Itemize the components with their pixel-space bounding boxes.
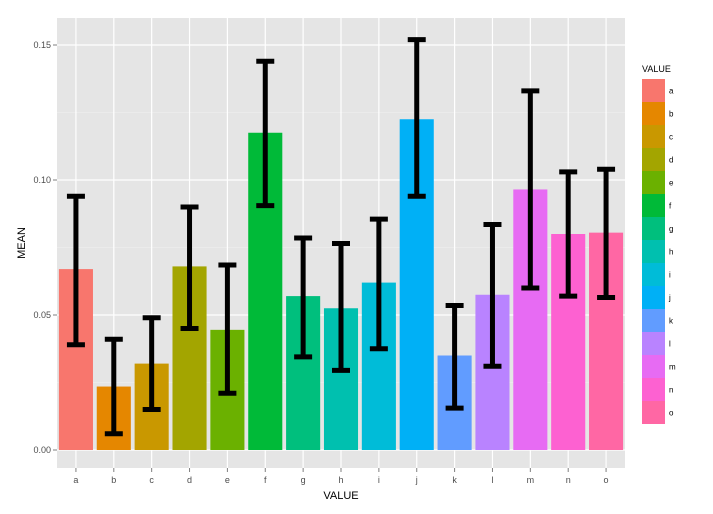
x-axis-title: VALUE [323, 490, 358, 502]
error-bar-k [445, 303, 464, 411]
legend-label-f: f [669, 202, 672, 211]
legend-key-k [642, 309, 665, 332]
error-bar-c [142, 315, 161, 412]
x-tick-label-f: f [264, 475, 267, 485]
error-bar-e [218, 262, 237, 396]
error-bar-l [483, 222, 502, 369]
legend-key-j [642, 286, 665, 309]
legend-label-i: i [669, 271, 671, 280]
legend-key-i [642, 263, 665, 286]
x-tick-label-d: d [187, 475, 192, 485]
error-bar-o [597, 166, 616, 300]
legend-title: VALUE [642, 64, 671, 74]
legend-key-h [642, 240, 665, 263]
legend-key-c [642, 125, 665, 148]
legend-label-g: g [669, 225, 673, 234]
y-axis-title: MEAN [16, 227, 28, 259]
x-tick-label-m: m [527, 475, 535, 485]
legend-key-l [642, 332, 665, 355]
y-tick-label: 0.10 [33, 175, 51, 185]
error-bar-d [180, 204, 199, 331]
error-bar-b [104, 336, 123, 437]
x-tick-label-i: i [378, 475, 380, 485]
legend-label-m: m [669, 363, 676, 372]
x-tick-label-c: c [149, 475, 154, 485]
x-tick-label-j: j [415, 475, 418, 485]
legend-label-e: e [669, 179, 674, 188]
legend-key-a [642, 79, 665, 102]
x-tick-label-o: o [604, 475, 609, 485]
error-bar-a [66, 193, 85, 348]
x-axis: a b c d e f g h i j k l m n o [73, 468, 609, 485]
x-tick-label-g: g [301, 475, 306, 485]
y-tick-label: 0.15 [33, 40, 51, 50]
y-tick-label: 0.05 [33, 310, 51, 320]
legend-key-f [642, 194, 665, 217]
legend-key-g [642, 217, 665, 240]
error-bar-m [521, 88, 540, 291]
legend-label-k: k [669, 317, 674, 326]
error-bar-j [407, 37, 426, 199]
error-bar-f [256, 58, 275, 209]
error-bar-n [559, 169, 578, 299]
legend-label-a: a [669, 87, 674, 96]
error-bar-i [369, 216, 388, 352]
legend-key-o [642, 401, 665, 424]
error-bars [66, 37, 616, 437]
x-tick-label-l: l [491, 475, 493, 485]
error-bar-h [332, 240, 350, 373]
legend-label-h: h [669, 248, 673, 257]
legend: VALUE a b c d e f g h i j k l m n o [642, 64, 676, 424]
legend-label-d: d [669, 156, 673, 165]
legend-key-e [642, 171, 665, 194]
legend-label-l: l [669, 340, 671, 349]
x-tick-label-k: k [452, 475, 457, 485]
x-tick-label-b: b [111, 475, 116, 485]
y-axis: 0.00 0.05 0.10 0.15 [33, 40, 57, 455]
legend-label-j: j [668, 294, 671, 303]
legend-key-b [642, 102, 665, 125]
x-tick-label-h: h [338, 475, 343, 485]
y-tick-label: 0.00 [33, 445, 51, 455]
legend-label-n: n [669, 386, 673, 395]
x-tick-label-e: e [225, 475, 230, 485]
legend-label-o: o [669, 409, 674, 418]
x-tick-label-n: n [566, 475, 571, 485]
legend-label-c: c [669, 133, 673, 142]
legend-label-b: b [669, 110, 674, 119]
legend-key-m [642, 355, 665, 378]
error-bar-g [294, 235, 313, 360]
legend-key-d [642, 148, 665, 171]
legend-key-n [642, 378, 665, 401]
x-tick-label-a: a [73, 475, 78, 485]
